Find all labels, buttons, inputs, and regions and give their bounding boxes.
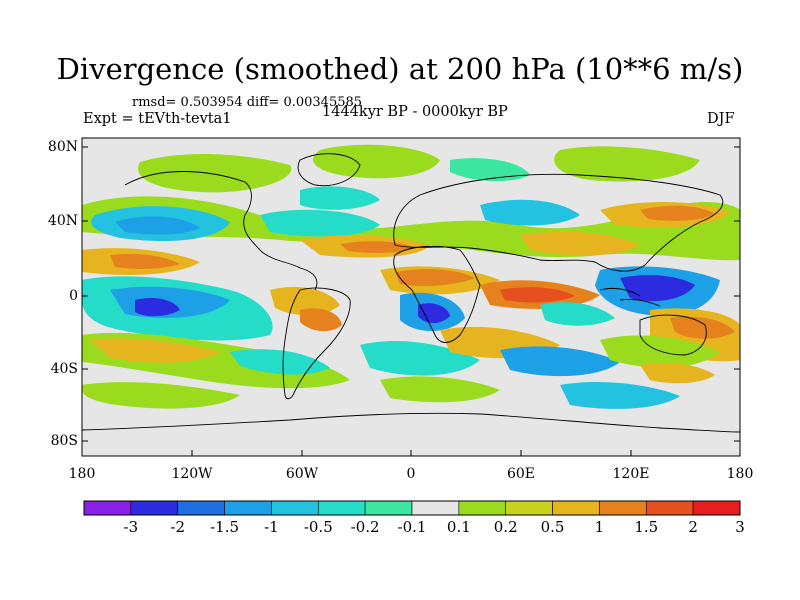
field-patch (270, 286, 340, 316)
colorbar-swatch (599, 500, 647, 516)
colorbar-label: -0.5 (303, 518, 333, 536)
y-tick-label: 0 (69, 288, 78, 304)
field-patch (115, 216, 200, 235)
colorbar-label: -3 (123, 518, 139, 536)
colorbar-swatch (645, 500, 694, 516)
field-patch (640, 205, 715, 221)
colorbar-swatch (317, 500, 366, 516)
field-patch (340, 241, 415, 253)
field-patch (90, 338, 220, 363)
field-patch (418, 303, 450, 324)
colorbar-label: 1 (594, 518, 605, 536)
colorbar-swatch (271, 500, 319, 516)
field-patch (450, 158, 530, 182)
x-tick-label: 60W (285, 466, 319, 482)
coastline-south-america (282, 287, 351, 400)
y-tick-label: 80S (50, 433, 78, 449)
field-patch (230, 349, 330, 375)
divergence-field (82, 138, 740, 456)
colorbar-label: 2 (688, 518, 698, 536)
colorbar-label: -1 (264, 518, 279, 536)
field-patch (82, 382, 240, 409)
x-tick-label: 120W (171, 466, 213, 482)
colorbar-frame (83, 500, 741, 516)
rmsd-diff-stats: rmsd= 0.503954 diff= 0.00345585 (132, 95, 363, 110)
colorbar-label: 0.1 (446, 518, 471, 536)
field-patch (110, 254, 180, 269)
coastline-eurasia (393, 173, 724, 272)
season-label: DJF (707, 111, 735, 127)
colorbar-label: -0.2 (350, 518, 380, 536)
time-period-label: 1444kyr BP - 0000kyr BP (322, 104, 508, 120)
field-patch (380, 376, 500, 403)
field-patch (620, 275, 695, 302)
y-tick-label: 40N (47, 213, 78, 229)
field-patch (500, 287, 575, 303)
field-patch (670, 316, 735, 339)
field-patch (520, 231, 640, 256)
experiment-label: Expt = tEVth-tevta1 (83, 111, 232, 127)
colorbar (83, 500, 741, 516)
field-patch (138, 154, 292, 193)
colorbar-label: -2 (170, 518, 186, 536)
coastline-maritime-continent (599, 287, 661, 307)
colorbar-swatch (505, 500, 553, 516)
colorbar-swatch (83, 500, 132, 516)
colorbar-label: -1.5 (210, 518, 240, 536)
colorbar-swatch (224, 500, 272, 516)
colorbar-swatch (552, 500, 600, 516)
x-tick-label: 180 (726, 466, 754, 482)
field-patch (540, 302, 615, 326)
coastlines (81, 153, 741, 433)
x-tick-label: 0 (406, 466, 416, 482)
field-patch (260, 209, 380, 237)
axis-ticks (81, 146, 741, 456)
field-patch (560, 382, 680, 409)
colorbar-label: -0.1 (397, 518, 427, 536)
field-patch (395, 269, 475, 286)
y-tick-label: 80N (47, 139, 78, 155)
colorbar-label: 1.5 (634, 518, 659, 536)
colorbar-label: 0.2 (493, 518, 518, 536)
colorbar-label: 0.5 (540, 518, 565, 536)
colorbar-swatch (130, 500, 179, 516)
field-patch (554, 146, 700, 182)
coastline-africa (393, 245, 481, 343)
x-tick-label: 180 (68, 466, 96, 482)
coastline-antarctica (81, 412, 741, 433)
field-patch (500, 346, 620, 377)
coastline-greenland (297, 153, 361, 187)
field-patch (300, 186, 380, 210)
y-tick-label: 40S (50, 361, 78, 377)
colorbar-swatch (692, 500, 741, 516)
colorbar-swatch (458, 500, 507, 516)
x-tick-label: 60E (506, 466, 536, 482)
colorbar-swatch (411, 500, 460, 516)
field-patch (300, 308, 342, 332)
coastline-north-america (124, 171, 318, 291)
colorbar-swatch (177, 500, 225, 516)
x-tick-label: 120E (612, 466, 650, 482)
field-patch (135, 298, 180, 317)
coastline-australia (639, 314, 707, 356)
colorbar-label: 3 (735, 518, 745, 536)
field-patch (312, 144, 440, 179)
field-patch (640, 363, 715, 384)
map-title: Divergence (smoothed) at 200 hPa (10**6 … (56, 52, 744, 86)
field-patch (480, 199, 580, 226)
colorbar-swatch (364, 500, 413, 516)
